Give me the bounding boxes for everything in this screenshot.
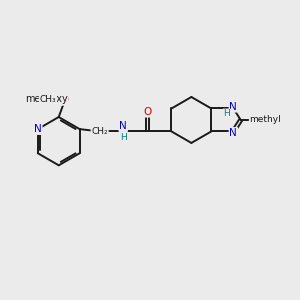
- Text: N: N: [230, 128, 237, 138]
- Text: N: N: [230, 102, 237, 112]
- Text: methyl: methyl: [250, 116, 281, 124]
- Text: O: O: [61, 95, 69, 105]
- Text: CH₂: CH₂: [91, 127, 108, 136]
- Text: H: H: [224, 109, 230, 118]
- Text: O: O: [143, 107, 152, 117]
- Text: H: H: [120, 133, 127, 142]
- Text: CH₃: CH₃: [40, 95, 56, 104]
- Text: N: N: [34, 124, 42, 134]
- Text: N: N: [119, 121, 127, 131]
- Text: methoxy: methoxy: [25, 94, 68, 104]
